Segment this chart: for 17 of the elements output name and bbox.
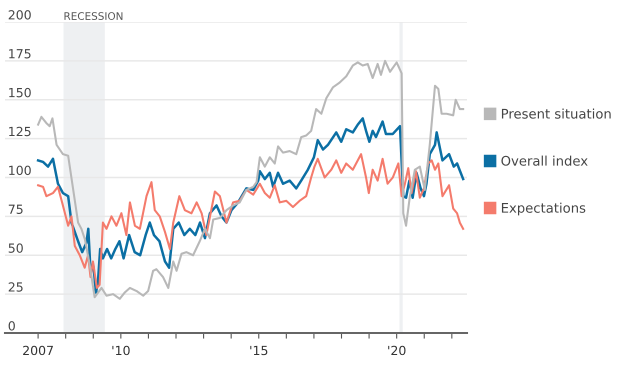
y-tick-label: 175 <box>9 49 31 58</box>
y-tick-label: 125 <box>9 126 31 136</box>
y-tick-label: 100 <box>9 166 31 176</box>
y-tick-label: 0 <box>8 321 15 331</box>
x-tick-label: '10 <box>112 346 130 356</box>
y-tick-label: 150 <box>9 88 31 98</box>
legend-label: Expectations <box>502 202 586 216</box>
y-tick-label: 50 <box>8 243 23 253</box>
legend-label: Overall index <box>501 156 588 166</box>
legend-label: Present situation <box>502 108 611 119</box>
y-tick-label: 25 <box>8 282 23 292</box>
x-tick-label: 2007 <box>23 346 53 356</box>
y-tick-label: 200 <box>8 10 31 20</box>
x-tick-label: '15 <box>250 346 268 356</box>
band-label: RECESSION <box>64 12 122 20</box>
x-tick-label: '20 <box>388 346 406 356</box>
y-tick-label: 75 <box>8 204 23 214</box>
